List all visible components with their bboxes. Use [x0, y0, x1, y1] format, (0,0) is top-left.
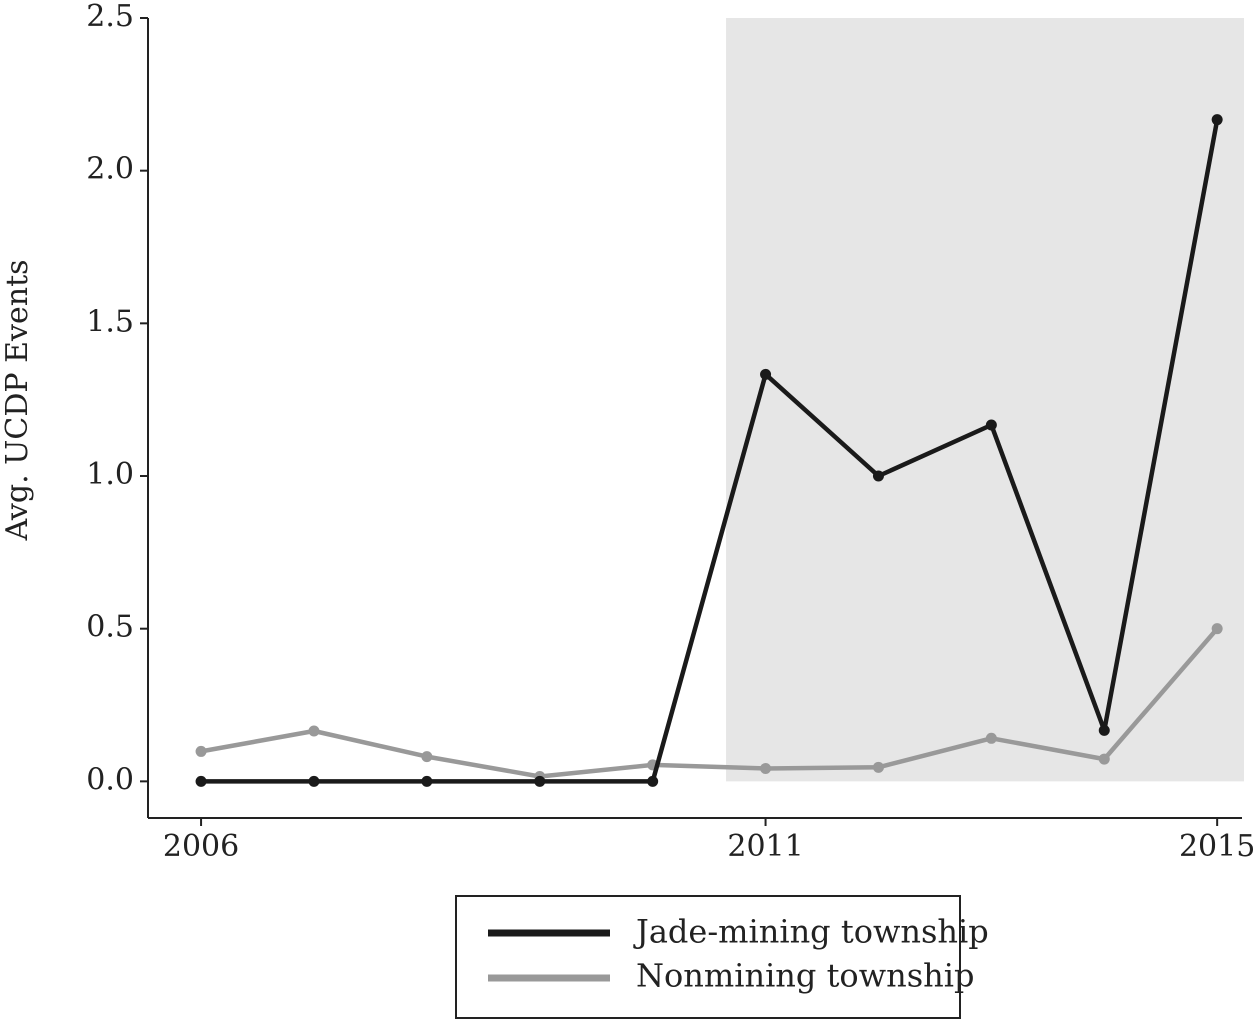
data-point-nonmining — [1211, 623, 1223, 635]
data-point-nonmining — [985, 732, 997, 744]
y-axis-title: Avg. UCDP Events — [0, 259, 35, 541]
x-tick-label: 2006 — [163, 829, 239, 864]
data-point-jade-mining — [760, 368, 772, 380]
data-point-nonmining — [872, 761, 884, 773]
y-tick-label: 2.5 — [86, 0, 134, 34]
y-tick-label: 1.5 — [86, 304, 134, 339]
legend-box — [455, 895, 961, 1019]
y-tick-label: 1.0 — [86, 457, 134, 492]
shaded-period-layer — [726, 18, 1244, 782]
data-point-jade-mining — [647, 775, 659, 787]
x-tick-label: 2015 — [1179, 829, 1255, 864]
x-ticks: 2006 2011 2015 — [163, 818, 1255, 864]
data-point-jade-mining — [421, 775, 433, 787]
data-point-nonmining — [760, 763, 772, 775]
data-point-nonmining — [195, 745, 207, 757]
y-tick-label: 0.0 — [86, 762, 134, 797]
axes — [147, 18, 1242, 819]
series-line-nonmining — [200, 627, 1219, 779]
y-tick-label: 2.0 — [86, 152, 134, 187]
legend-label-nonmining: Nonmining township — [636, 957, 974, 995]
x-tick-label: 2011 — [727, 829, 803, 864]
data-point-jade-mining — [534, 775, 546, 787]
data-point-jade-mining — [195, 775, 207, 787]
data-point-nonmining — [421, 751, 433, 763]
legend: Jade-mining township Nonmining township — [455, 895, 989, 1019]
y-tick-label: 0.5 — [86, 610, 134, 645]
y-ticks: 0.0 0.5 1.0 1.5 2.0 2.5 — [86, 0, 148, 797]
series-lines — [195, 114, 1223, 787]
data-point-jade-mining — [1211, 114, 1223, 126]
shaded-period — [726, 18, 1244, 782]
legend-label-jade-mining: Jade-mining township — [633, 913, 989, 951]
data-point-jade-mining — [985, 419, 997, 431]
data-point-nonmining — [1098, 753, 1110, 765]
data-point-jade-mining — [308, 775, 320, 787]
data-point-nonmining — [308, 725, 320, 737]
data-point-jade-mining — [872, 470, 884, 482]
series-line-jade-mining — [201, 119, 1220, 784]
data-point-jade-mining — [1098, 724, 1110, 736]
